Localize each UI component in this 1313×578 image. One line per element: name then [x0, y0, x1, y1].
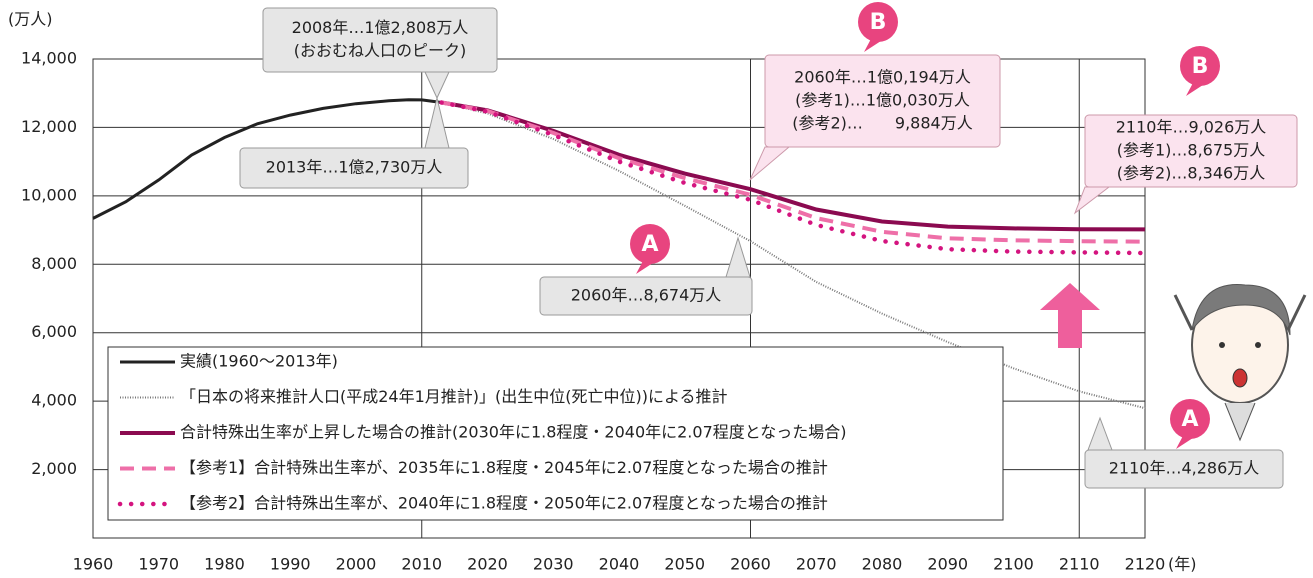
- callout-text: (参考1)…1億0,030万人: [795, 91, 970, 110]
- x-tick-label: 2110: [1059, 555, 1100, 574]
- chart: (万人) (年) 2,000 4,000 6,000 8,000 10,000 12,00…: [0, 0, 1313, 578]
- legend-label: 【参考1】合計特殊出生率が、2035年に1.8程度・2045年に2.07程度とな…: [180, 458, 828, 477]
- x-unit: (年): [1168, 555, 1197, 574]
- y-tick-label: 12,000: [21, 117, 77, 136]
- x-tick-label: 2090: [927, 555, 968, 574]
- callout-text: 2060年…8,674万人: [571, 286, 722, 305]
- callout: 2060年…1億0,194万人 (参考1)…1億0,030万人 (参考2)… 9,8…: [750, 55, 1000, 180]
- x-tick-label: 2010: [401, 555, 442, 574]
- x-tick-label: 2080: [862, 555, 903, 574]
- legend-label: 合計特殊出生率が上昇した場合の推計(2030年に1.8程度・2040年に2.07…: [180, 423, 847, 442]
- callout-pointer: [726, 238, 750, 277]
- legend-label: 「日本の将来推計人口(平成24年1月推計)」(出生中位(死亡中位))による推計: [180, 387, 728, 406]
- x-tick-label: 1970: [138, 555, 179, 574]
- x-tick-label: 1990: [270, 555, 311, 574]
- callout-pointer: [1075, 187, 1109, 213]
- y-unit: (万人): [8, 10, 53, 29]
- badge-label: B: [870, 10, 887, 35]
- callout-text: 2110年…4,286万人: [1109, 459, 1260, 478]
- x-tick-label: 2100: [993, 555, 1034, 574]
- x-tick-label: 2030: [533, 555, 574, 574]
- badge-label: B: [1192, 54, 1209, 79]
- x-tick-label: 2120: [1125, 555, 1166, 574]
- callout: 2008年…1億2,808万人 (おおむね人口のピーク): [263, 8, 497, 98]
- y-tick-label: 4,000: [31, 391, 77, 410]
- x-tick-label: 2070: [796, 555, 837, 574]
- callout: 2013年…1億2,730万人: [240, 98, 468, 188]
- x-tick-label: 2040: [599, 555, 640, 574]
- y-tick-label: 6,000: [31, 322, 77, 341]
- x-tick-label: 2060: [730, 555, 771, 574]
- y-tick-label: 8,000: [31, 254, 77, 273]
- x-tick-label: 2050: [664, 555, 705, 574]
- x-tick-label: 1980: [204, 555, 245, 574]
- callout-text: (参考1)…8,675万人: [1117, 141, 1265, 160]
- legend-label: 実績(1960〜2013年): [180, 352, 338, 371]
- callout-text: 2008年…1億2,808万人: [292, 18, 469, 37]
- callout: 2110年…9,026万人 (参考1)…8,675万人 (参考2)…8,346万人: [1075, 115, 1297, 213]
- callout-text: (参考2)…8,346万人: [1117, 164, 1265, 183]
- x-tick-label: 2020: [467, 555, 508, 574]
- callout-pointer: [425, 72, 449, 98]
- callout-pointer: [750, 147, 789, 180]
- callout-text: 2013年…1億2,730万人: [266, 158, 443, 177]
- y-tick-label: 14,000: [21, 49, 77, 68]
- callout-text: 2110年…9,026万人: [1116, 118, 1267, 137]
- callout-text: (おおむね人口のピーク): [294, 41, 467, 60]
- legend-label: 【参考2】合計特殊出生率が、2040年に1.8程度・2050年に2.07程度とな…: [180, 494, 828, 513]
- callout-pointer: [425, 98, 449, 148]
- y-tick-label: 2,000: [31, 459, 77, 478]
- callout-text: 2060年…1億0,194万人: [794, 68, 971, 87]
- x-tick-label: 2000: [336, 555, 377, 574]
- callout-pointer: [1088, 418, 1112, 450]
- badge-label: A: [1181, 407, 1198, 432]
- badge-label: A: [641, 232, 658, 257]
- x-tick-label: 1960: [73, 555, 114, 574]
- callout-text: (参考2)… 9,884万人: [792, 114, 972, 133]
- y-tick-label: 10,000: [21, 185, 77, 204]
